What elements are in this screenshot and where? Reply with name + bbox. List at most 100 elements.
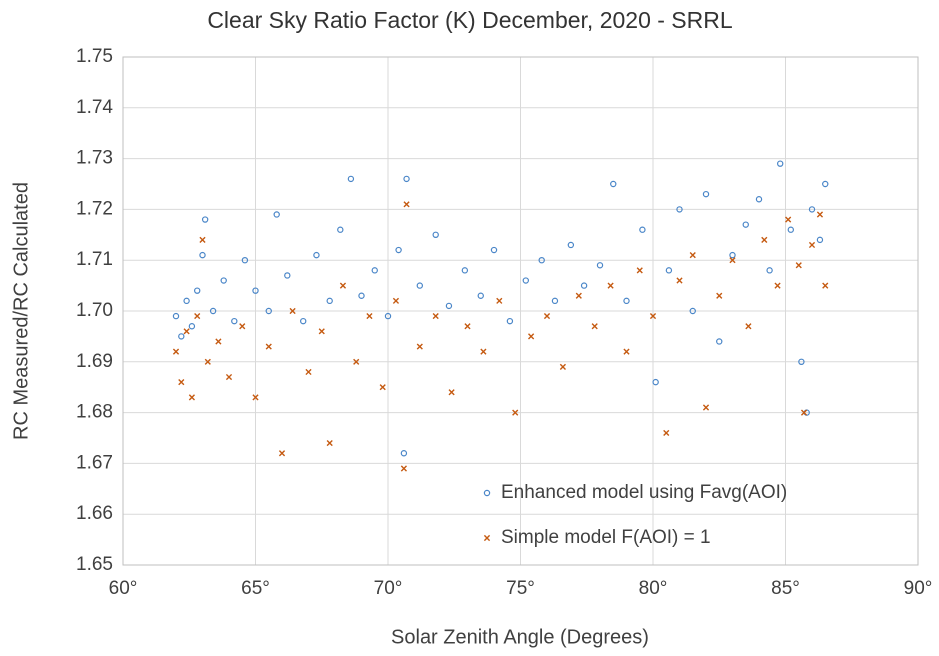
point	[225, 373, 233, 381]
point	[522, 277, 530, 284]
point	[201, 216, 209, 223]
point	[416, 282, 423, 289]
y-tick-label: 1.68	[76, 402, 113, 423]
x-tick-label: 75°	[506, 578, 535, 599]
point	[623, 348, 630, 355]
point	[528, 333, 535, 340]
point	[265, 307, 272, 315]
point	[199, 236, 206, 243]
legend-marker	[483, 489, 491, 497]
point	[337, 226, 344, 233]
point	[366, 312, 373, 320]
point	[204, 358, 211, 365]
y-tick-label: 1.74	[76, 97, 113, 118]
point	[193, 287, 201, 294]
point	[766, 267, 773, 274]
point	[305, 368, 312, 376]
point	[392, 297, 400, 304]
x-tick-label: 60°	[109, 578, 138, 599]
y-tick-label: 1.70	[76, 300, 113, 321]
point	[395, 246, 402, 254]
point	[400, 450, 408, 457]
point	[816, 211, 824, 218]
point	[400, 465, 407, 472]
point	[178, 333, 185, 340]
point	[172, 312, 180, 320]
point	[702, 190, 710, 198]
point	[512, 409, 519, 416]
point	[300, 317, 307, 325]
point	[445, 302, 453, 310]
point	[787, 226, 795, 233]
point	[607, 282, 614, 289]
point	[676, 206, 683, 213]
point	[215, 338, 222, 345]
x-tick-label: 80°	[639, 578, 668, 599]
point	[188, 323, 196, 330]
point	[596, 262, 604, 269]
point	[610, 180, 617, 188]
y-tick-label: 1.75	[76, 46, 113, 67]
point	[252, 287, 259, 294]
point	[580, 282, 588, 289]
point	[239, 323, 246, 330]
point	[665, 267, 673, 274]
legend-marker	[483, 534, 491, 542]
point	[808, 206, 816, 213]
point	[761, 236, 768, 243]
point	[822, 282, 829, 289]
point	[490, 246, 498, 254]
point	[318, 328, 325, 335]
point	[339, 282, 347, 289]
point	[543, 312, 551, 320]
y-tick-label: 1.73	[76, 148, 113, 169]
legend-label: Simple model F(AOI) = 1	[501, 527, 711, 548]
point	[538, 257, 545, 264]
point	[464, 323, 471, 330]
point	[729, 257, 736, 264]
point	[326, 297, 333, 305]
point	[551, 297, 559, 305]
point	[188, 394, 195, 401]
point	[559, 363, 566, 370]
point	[289, 307, 296, 315]
point	[808, 241, 816, 249]
legend-label: Enhanced model using Favg(AOI)	[501, 482, 787, 503]
point	[567, 241, 575, 249]
point	[689, 252, 696, 259]
point	[379, 384, 386, 391]
x-tick-label: 90°	[904, 578, 933, 599]
point	[220, 277, 227, 284]
point	[432, 231, 439, 238]
point	[623, 297, 630, 305]
point	[816, 236, 824, 244]
plot-border	[122, 56, 919, 566]
y-axis-title: RC Measured/RC Calculated	[10, 182, 32, 440]
point	[798, 358, 805, 365]
point	[755, 196, 763, 203]
point	[649, 312, 657, 320]
point	[265, 343, 272, 350]
point	[795, 262, 802, 269]
x-axis-title: Solar Zenith Angle (Degrees)	[391, 626, 649, 648]
point	[284, 272, 291, 279]
point	[785, 216, 792, 223]
point	[231, 317, 238, 325]
point	[702, 404, 710, 411]
point	[742, 221, 749, 228]
point	[178, 379, 185, 386]
point	[183, 328, 190, 335]
point	[496, 297, 503, 304]
point	[313, 251, 320, 259]
point	[689, 307, 696, 315]
point	[209, 307, 217, 315]
point	[252, 394, 259, 401]
point	[403, 201, 410, 208]
point	[639, 226, 646, 233]
point	[652, 378, 659, 386]
point	[800, 409, 808, 416]
x-tick-label: 85°	[771, 578, 800, 599]
point	[448, 389, 455, 396]
y-tick-label: 1.69	[76, 351, 113, 372]
